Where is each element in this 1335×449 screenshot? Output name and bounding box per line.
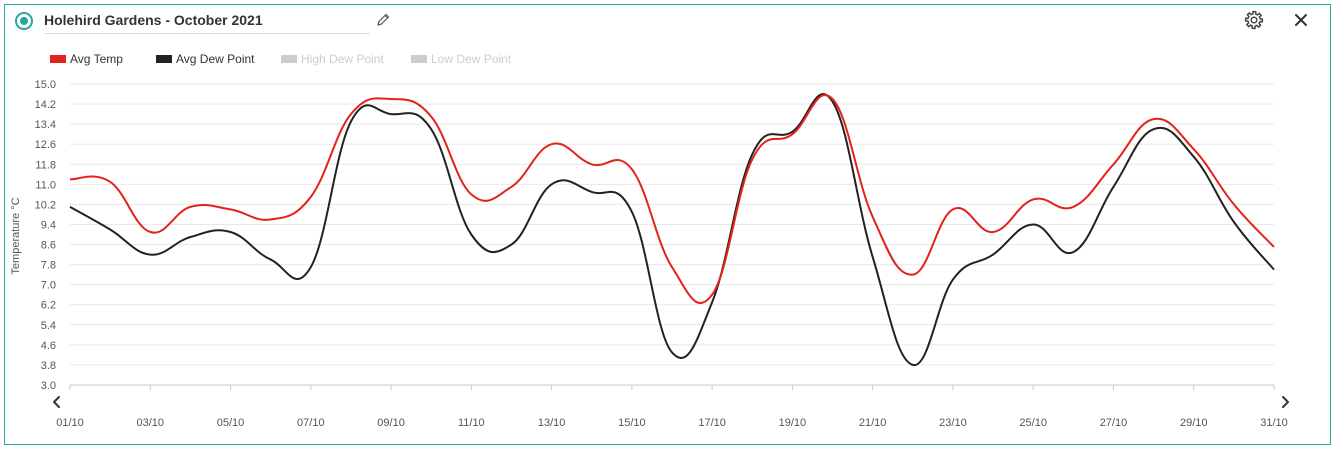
close-icon[interactable]: [1293, 12, 1309, 28]
legend-item-low-dew-point[interactable]: Low Dew Point: [411, 52, 511, 66]
x-tick-label: 27/10: [1100, 417, 1128, 429]
x-tick-label: 17/10: [698, 417, 726, 429]
y-tick-label: 9.4: [41, 219, 56, 231]
y-tick-label: 7.0: [41, 280, 56, 292]
x-tick-label: 21/10: [859, 417, 887, 429]
y-tick-label: 4.6: [41, 340, 56, 352]
x-tick-label: 11/10: [458, 417, 485, 429]
legend-swatch: [411, 55, 427, 63]
x-tick-label: 19/10: [779, 417, 807, 429]
legend-item-high-dew-point[interactable]: High Dew Point: [281, 52, 384, 66]
chart-title: Holehird Gardens - October 2021: [44, 12, 263, 28]
chevron-left-icon[interactable]: [50, 394, 62, 410]
gear-icon[interactable]: [1244, 10, 1264, 30]
y-tick-label: 11.0: [35, 179, 56, 191]
y-tick-label: 5.4: [41, 320, 56, 332]
y-tick-label: 6.2: [41, 300, 56, 312]
legend-swatch: [281, 55, 297, 63]
legend-swatch: [50, 55, 66, 63]
x-tick-label: 03/10: [137, 417, 165, 429]
legend-swatch: [156, 55, 172, 63]
legend-label: High Dew Point: [301, 52, 384, 66]
y-axis-label: Temperature °C: [10, 197, 22, 274]
y-tick-labels: 15.0 14.2 13.4 12.6 11.8 11.0 10.2 9.4 8.6 7.8 7.0…: [35, 79, 56, 392]
y-tick-label: 15.0: [35, 79, 56, 91]
x-tick-label: 05/10: [217, 417, 245, 429]
chevron-right-icon[interactable]: [1280, 394, 1292, 410]
radio-selected-icon[interactable]: [15, 12, 33, 30]
title-underline: [44, 33, 370, 34]
y-tick-label: 14.2: [35, 99, 56, 111]
series-line-avg-dew-point[interactable]: [69, 93, 1275, 366]
y-tick-label: 7.8: [41, 260, 56, 272]
y-tick-label: 11.8: [35, 159, 56, 171]
x-tick-labels: 01/10 03/10 05/10 07/10 09/10 11/10 13/10 15/10…: [56, 385, 1288, 429]
legend-item-avg-temp[interactable]: Avg Temp: [50, 52, 123, 66]
x-tick-label: 29/10: [1180, 417, 1208, 429]
y-tick-label: 12.6: [35, 139, 56, 151]
y-tick-label: 10.2: [35, 199, 56, 211]
x-tick-label: 25/10: [1019, 417, 1047, 429]
x-tick-label: 15/10: [618, 417, 646, 429]
x-tick-label: 01/10: [56, 417, 84, 429]
series-lines: [69, 93, 1275, 366]
x-tick-label: 07/10: [297, 417, 325, 429]
legend-item-avg-dew-point[interactable]: Avg Dew Point: [156, 52, 255, 66]
y-tick-label: 3.0: [41, 380, 56, 392]
y-tick-label: 13.4: [35, 119, 56, 131]
x-tick-label: 09/10: [377, 417, 405, 429]
legend-label: Avg Dew Point: [176, 52, 255, 66]
x-tick-label: 13/10: [538, 417, 566, 429]
legend-label: Avg Temp: [70, 52, 123, 66]
pencil-icon[interactable]: [375, 12, 391, 28]
legend-label: Low Dew Point: [431, 52, 512, 66]
y-tick-label: 3.8: [41, 360, 56, 372]
x-tick-label: 23/10: [939, 417, 967, 429]
series-line-avg-temp[interactable]: [69, 94, 1275, 305]
grid-lines: [70, 83, 1274, 386]
x-tick-label: 31/10: [1260, 417, 1288, 429]
y-tick-label: 8.6: [41, 240, 56, 252]
